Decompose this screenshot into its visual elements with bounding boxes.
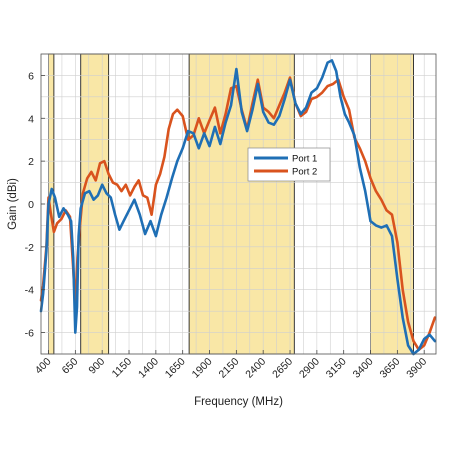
- x-tick-label: 2900: [297, 356, 322, 381]
- series-line-port-2: [39, 76, 437, 351]
- series-lines: [39, 59, 437, 356]
- y-tick-label: 4: [28, 113, 34, 125]
- x-tick-label: 1150: [110, 356, 135, 381]
- legend-label-port-2: Port 2: [292, 167, 317, 178]
- x-tick-label: 1900: [190, 356, 215, 381]
- y-tick-label: 0: [28, 199, 34, 211]
- x-tick-label: 3150: [324, 356, 349, 381]
- y-tick-label: 2: [28, 156, 34, 168]
- y-tick-label: -4: [25, 285, 34, 297]
- x-tick-label: 2400: [243, 356, 268, 381]
- x-tick-label: 3900: [404, 356, 429, 381]
- x-axis-label: Frequency (MHz): [194, 396, 283, 408]
- x-tick-label: 1400: [136, 356, 161, 381]
- x-axis-ticks: 400 650 900 1150 1400 1650 1900 2150 2400 2650 290…: [33, 350, 429, 381]
- x-tick-label: 2150: [216, 356, 241, 381]
- y-tick-label: -6: [25, 328, 34, 340]
- y-tick-label: -2: [25, 242, 34, 254]
- legend-box: [247, 147, 331, 182]
- x-tick-label: 3650: [377, 356, 402, 381]
- legend-label-port-1: Port 1: [292, 154, 317, 165]
- y-axis-label: Gain (dBi): [7, 178, 19, 230]
- x-tick-label: 400: [33, 356, 54, 377]
- y-tick-label: 6: [28, 70, 34, 82]
- y-axis-ticks: -6 -4 -2 0 2 4 6: [25, 70, 45, 340]
- x-tick-label: 2650: [270, 356, 295, 381]
- x-tick-label: 650: [60, 356, 81, 377]
- x-tick-label: 900: [86, 356, 107, 377]
- legend: Port 1 Port 2: [247, 147, 331, 182]
- series-line-port-1: [39, 59, 437, 356]
- x-tick-label: 1650: [163, 356, 188, 381]
- x-tick-label: 3400: [351, 356, 376, 381]
